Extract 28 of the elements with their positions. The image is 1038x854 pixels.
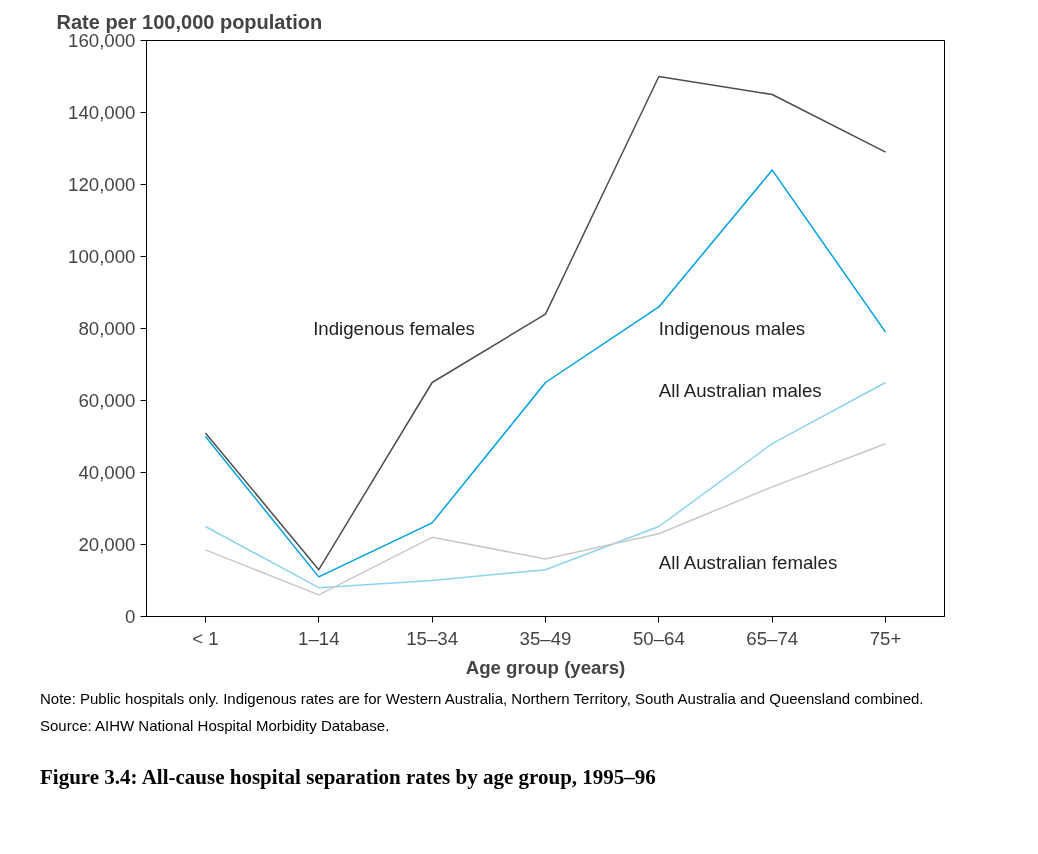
x-tick-label: 75+ xyxy=(869,627,902,649)
x-tick-label: 15–34 xyxy=(406,627,459,649)
x-tick-label: 1–14 xyxy=(298,627,340,649)
y-tick-label: 140,000 xyxy=(68,102,136,123)
y-tick-label: 80,000 xyxy=(78,318,136,339)
y-tick-label: 60,000 xyxy=(78,390,136,411)
x-tick-label: 65–74 xyxy=(746,627,799,649)
y-tick-label: 40,000 xyxy=(78,462,136,483)
x-tick-label: 35–49 xyxy=(519,627,572,649)
y-tick-label: 100,000 xyxy=(68,246,136,267)
y-axis-title: Rate per 100,000 population xyxy=(56,10,323,33)
source-note: Source: AIHW National Hospital Morbidity Database. xyxy=(40,716,391,737)
line-series xyxy=(204,381,887,589)
series-label: All Australian females xyxy=(658,552,838,574)
text: Figure 3.4: All-cause hospital separation rates by age group, 1995–96 xyxy=(40,763,656,791)
series-label: Indigenous males xyxy=(658,318,806,340)
x-tick-label: < 1 xyxy=(192,627,219,649)
x-axis-title: Age group (years) xyxy=(465,656,626,678)
text: Note: Public hospitals only. Indigenous rates are for Western Australia, Northern Territory, South Australia and Queensland combined. xyxy=(40,689,925,709)
series-label: All Australian males xyxy=(658,379,822,401)
line-series xyxy=(204,169,887,578)
line-series xyxy=(204,442,887,596)
line-series xyxy=(204,75,887,571)
y-tick-label: 0 xyxy=(125,606,136,627)
y-tick-label: 20,000 xyxy=(78,534,136,555)
x-tick-label: 50–64 xyxy=(632,627,685,649)
y-tick-label: 120,000 xyxy=(68,174,136,195)
series-label: Indigenous females xyxy=(313,318,475,340)
